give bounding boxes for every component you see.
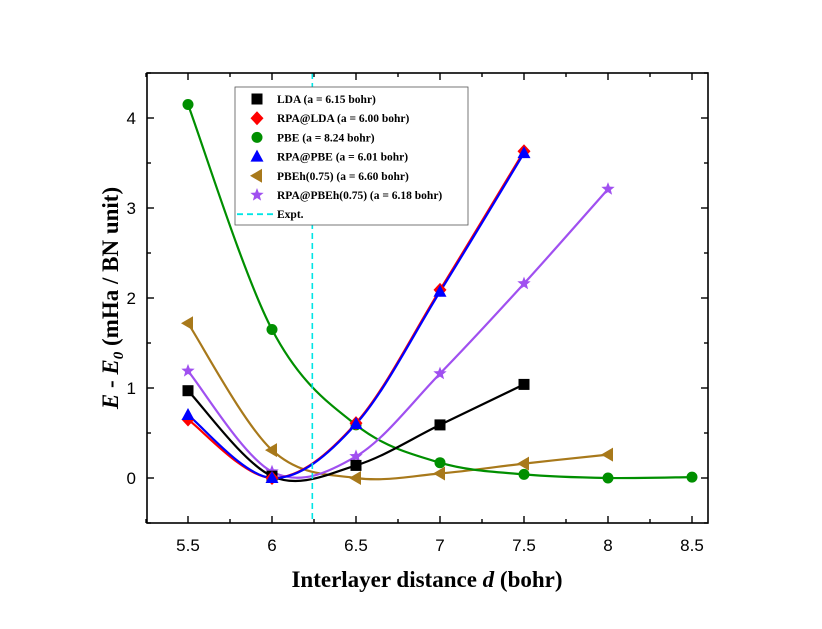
data-point-marker: [349, 449, 363, 463]
legend-marker: [251, 93, 263, 105]
x-tick-label: 7.5: [512, 536, 536, 555]
y-tick-label: 0: [127, 469, 136, 488]
data-point-marker: [182, 99, 194, 110]
data-point-marker: [601, 182, 615, 195]
data-point-marker: [686, 471, 698, 483]
y-tick-labels: 0 1 2 3 4: [127, 109, 136, 488]
y-tick-label: 4: [127, 109, 136, 128]
data-point-marker: [181, 316, 193, 331]
series-line: [187, 188, 609, 479]
data-point-marker: [433, 466, 445, 481]
data-point-marker: [602, 472, 614, 484]
data-point-marker: [350, 459, 362, 471]
legend-label: LDA (a = 6.15 bohr): [277, 94, 376, 106]
data-point-marker: [517, 146, 531, 159]
data-point-marker: [433, 366, 447, 380]
data-point-marker: [517, 456, 529, 471]
data-point-marker: [518, 378, 530, 390]
series-line: [187, 152, 525, 480]
legend: LDA (a = 6.15 bohr) RPA@LDA (a = 6.00 boh…: [234, 86, 469, 226]
legend-marker: [251, 131, 263, 143]
x-tick-label: 5.5: [176, 536, 200, 555]
data-point-marker: [433, 284, 447, 297]
data-point-marker: [518, 468, 530, 480]
x-tick-labels: 5.5 6 6.5 7 7.5 8 8.5: [176, 536, 704, 555]
x-tick-label: 7: [435, 536, 444, 555]
series-markers: [181, 99, 698, 485]
legend-label: RPA@PBE (a = 6.01 bohr): [277, 152, 408, 164]
data-point-marker: [265, 471, 279, 483]
x-tick-label: 8.5: [680, 536, 704, 555]
y-tick-label: 3: [127, 199, 136, 218]
data-point-marker: [434, 457, 446, 469]
data-point-marker: [601, 447, 613, 462]
legend-marker: [250, 149, 264, 162]
data-point-marker: [181, 408, 195, 420]
x-axis-title: Interlayer distance d (bohr): [291, 567, 562, 592]
data-point-marker: [517, 276, 531, 290]
y-tick-label: 2: [127, 289, 136, 308]
x-tick-label: 6: [267, 536, 276, 555]
legend-marker: [250, 111, 264, 126]
data-point-marker: [349, 417, 363, 429]
y-axis-title: E - E0 (mHa / BN unit): [98, 187, 127, 410]
data-point-marker: [266, 324, 278, 335]
legend-marker: [250, 168, 262, 183]
legend-label: PBEh(0.75) (a = 6.60 bohr): [277, 171, 409, 183]
data-point-marker: [434, 419, 446, 431]
legend-box: [234, 86, 469, 226]
legend-marker: [250, 188, 264, 201]
legend-label: RPA@PBEh(0.75) (a = 6.18 bohr): [277, 190, 442, 202]
data-point-marker: [349, 471, 361, 485]
axis-ticks: [145, 72, 708, 524]
data-point-marker: [182, 385, 194, 397]
y-tick-label: 1: [127, 379, 136, 398]
legend-label: Expt.: [277, 209, 304, 221]
x-tick-label: 6.5: [344, 536, 368, 555]
legend-label: RPA@LDA (a = 6.00 bohr): [277, 113, 410, 125]
data-point-marker: [181, 363, 195, 377]
x-tick-label: 8: [603, 536, 612, 555]
data-point-marker: [265, 443, 277, 458]
legend-label: PBE (a = 8.24 bohr): [277, 132, 375, 144]
